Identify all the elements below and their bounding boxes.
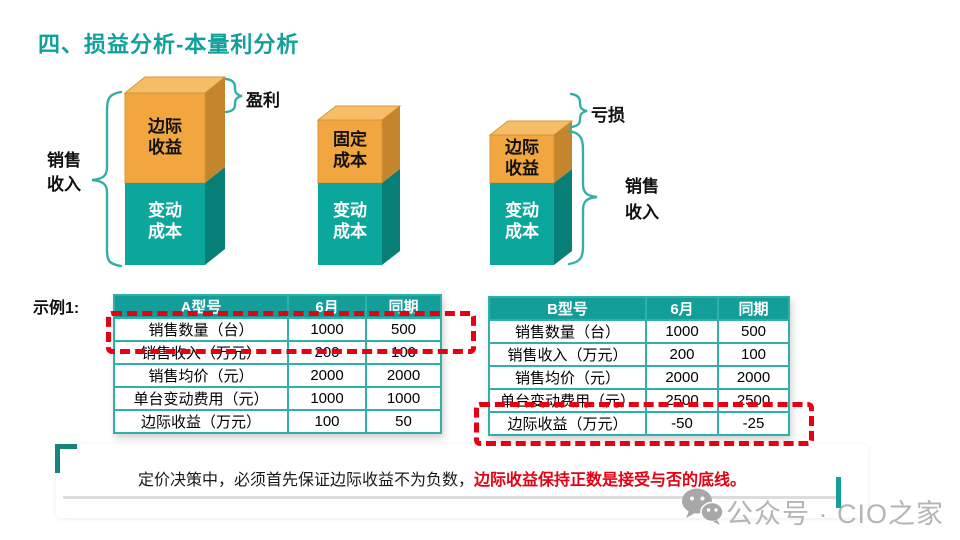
table-row: 销售数量（台） 1000 500 [113, 317, 442, 342]
table-b: B型号 6月 同期 销售数量（台） 1000 500 销售收入（万元） 200 … [488, 296, 790, 436]
cell: 销售均价（元） [113, 363, 289, 388]
cell: 100 [717, 342, 790, 367]
cell: 销售收入（万元） [488, 342, 647, 367]
table-b-header-prior: 同期 [717, 296, 790, 321]
cell: 2000 [365, 363, 442, 388]
wechat-icon [682, 488, 724, 525]
cell: 1000 [645, 319, 719, 344]
cell: 50 [365, 409, 442, 434]
cell: 单台变动费用（元） [113, 386, 289, 411]
bar1-side-orange [205, 77, 225, 183]
cvp-bars-figure [91, 76, 598, 268]
stacked-bar-3 [488, 120, 574, 265]
table-b-header-june: 6月 [645, 296, 719, 321]
table-row: 销售数量（台） 1000 500 [488, 319, 790, 344]
bar1-top-segment-label: 边际收益 [148, 117, 182, 157]
bar3-side-teal [554, 169, 572, 265]
note-emphasis-text: 边际收益保持正数是接受与否的底线。 [474, 472, 747, 489]
watermark-line [63, 496, 838, 499]
bar2-top-segment-label: 固定成本 [333, 130, 367, 170]
table-row: 边际收益（万元） 100 50 [113, 409, 442, 434]
cell: 2000 [645, 365, 719, 390]
bar3-side-orange [554, 121, 572, 183]
cell: 2000 [717, 365, 790, 390]
loss-brace [569, 92, 588, 129]
cell: 200 [645, 342, 719, 367]
table-row: 销售均价（元） 2000 2000 [488, 365, 790, 390]
pricing-note: 定价决策中，必须首先保证边际收益不为负数，边际收益保持正数是接受与否的底线。 [138, 466, 746, 490]
bar2-bottom-segment-label: 变动成本 [333, 201, 367, 241]
cell: 500 [365, 317, 442, 342]
table-row: 销售均价（元） 2000 2000 [113, 363, 442, 388]
stacked-bar-1 [123, 76, 227, 265]
note-normal-text: 定价决策中，必须首先保证边际收益不为负数， [138, 472, 475, 489]
table-row: 单台变动费用（元） 1000 1000 [113, 386, 442, 411]
bar2-side-teal [382, 169, 400, 265]
cell: -25 [717, 411, 790, 436]
table-b-header-model: B型号 [488, 296, 647, 321]
cell: 1000 [287, 317, 367, 342]
cell: 销售数量（台） [113, 317, 289, 342]
teal-dash-decoration [836, 477, 841, 508]
cell: 1000 [365, 386, 442, 411]
table-row: 边际收益（万元） -50 -25 [488, 411, 790, 436]
bar1-front-orange [124, 92, 206, 184]
cell: 1000 [287, 386, 367, 411]
note-panel [56, 444, 868, 518]
stacked-bar-2 [316, 105, 402, 265]
cell: 500 [717, 319, 790, 344]
profit-brace [224, 77, 243, 114]
sales-revenue-brace-left [91, 90, 123, 268]
bar3-top-segment-label: 边际收益 [505, 138, 539, 178]
bar1-bottom-segment-label: 变动成本 [148, 201, 182, 241]
highlight-box-table-b-row5 [474, 402, 814, 446]
bar3-front-orange [489, 134, 555, 184]
loss-label: 亏损 [591, 106, 625, 125]
cell: 销售均价（元） [488, 365, 647, 390]
profit-label: 盈利 [246, 91, 280, 110]
bar2-front-teal [318, 183, 382, 265]
bar2-side-orange [382, 106, 400, 183]
sales-revenue-brace-right [567, 129, 598, 266]
cell: 100 [287, 409, 367, 434]
table-b-header-row: B型号 6月 同期 [488, 296, 790, 321]
cell: 销售数量（台） [488, 319, 647, 344]
cell: 2000 [287, 363, 367, 388]
bar1-side-teal [205, 167, 225, 265]
sales-revenue-label-left: 销售收入 [47, 151, 81, 194]
example-label: 示例1: [33, 300, 80, 317]
highlight-box-table-a-row1 [106, 311, 476, 354]
table-row: 销售收入（万元） 200 100 [488, 342, 790, 367]
corner-bracket-decoration [55, 444, 77, 473]
bar3-bottom-segment-label: 变动成本 [505, 201, 539, 241]
cell: -50 [645, 411, 719, 436]
page-title: 四、损益分析-本量利分析 [38, 32, 300, 57]
bar2-front-orange [317, 119, 383, 184]
cell: 边际收益（万元） [488, 411, 647, 436]
cell: 边际收益（万元） [113, 409, 289, 434]
watermark-text: 公众号 · CIO之家 [726, 499, 944, 529]
sales-revenue-label-right: 销售收入 [625, 177, 659, 222]
bar3-front-teal [490, 183, 554, 265]
bar1-front-teal [125, 183, 205, 265]
